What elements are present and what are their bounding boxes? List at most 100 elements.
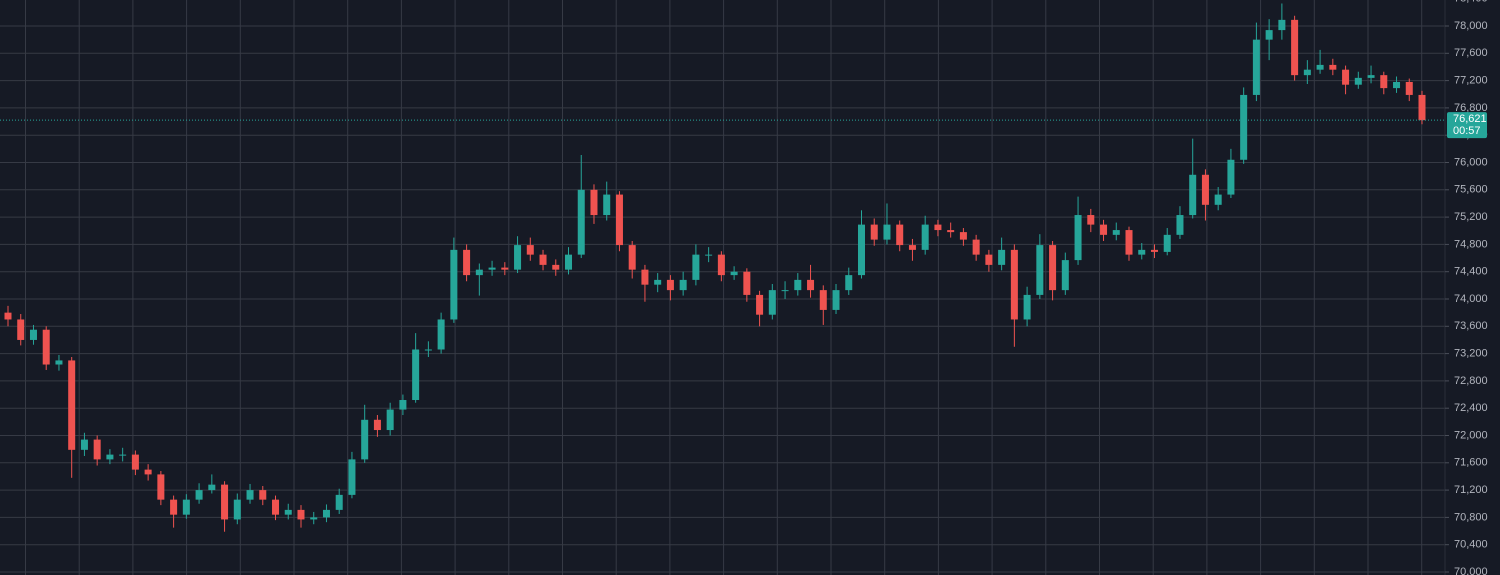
candle-body: [386, 409, 394, 431]
y-tick-label: 72,400: [1454, 402, 1488, 414]
candle-body: [1405, 81, 1413, 95]
candle-body: [1329, 64, 1337, 70]
candle-body: [1049, 245, 1057, 291]
candle-body: [1100, 224, 1108, 235]
candle-body: [259, 490, 267, 500]
candle-body: [170, 499, 178, 515]
candle-body: [29, 329, 37, 340]
candle-body: [781, 290, 789, 292]
candle-body: [1087, 215, 1095, 225]
candle-body: [539, 254, 547, 265]
y-tick-label: 70,400: [1454, 539, 1488, 551]
candle-body: [1303, 69, 1311, 76]
price-axis: [1445, 0, 1500, 575]
candle-body: [4, 312, 12, 320]
candle-body: [1125, 230, 1133, 255]
candle-body: [348, 459, 356, 495]
candle-body: [1163, 234, 1171, 252]
candle-body: [870, 224, 878, 240]
candle-body: [310, 517, 318, 520]
candle-body: [679, 279, 687, 291]
candle-body: [284, 509, 292, 515]
candle-body: [195, 490, 203, 500]
candle-body: [68, 360, 76, 450]
candle-body: [654, 279, 662, 285]
candle-body: [42, 329, 50, 365]
candle-body: [208, 484, 216, 491]
candle-body: [233, 499, 241, 520]
y-tick-label: 74,400: [1454, 266, 1488, 278]
y-tick-label: 74,000: [1454, 293, 1488, 305]
candle-body: [768, 290, 776, 315]
candle-body: [1418, 94, 1426, 121]
candle-body: [1265, 30, 1273, 40]
plot: [0, 3, 1445, 532]
candle-body: [93, 439, 101, 460]
candle-body: [807, 279, 815, 291]
candle-body: [934, 224, 942, 231]
candle-body: [743, 271, 751, 295]
candle-body: [1316, 64, 1324, 70]
candle-body: [565, 254, 573, 270]
candle-body: [221, 484, 229, 520]
y-tick-label: 71,200: [1454, 484, 1488, 496]
y-tick-label: 72,800: [1454, 375, 1488, 387]
y-tick-label: 73,600: [1454, 320, 1488, 332]
candle-body: [373, 419, 381, 431]
candle-body: [883, 224, 891, 240]
candle-body: [1036, 245, 1044, 295]
candle-body: [1074, 215, 1082, 261]
candle-body: [1342, 69, 1350, 85]
last-price-badge: [1447, 112, 1487, 139]
candle-body: [246, 490, 254, 500]
candle-body: [1278, 19, 1286, 31]
y-tick-label: 77,600: [1454, 47, 1488, 59]
candle-body: [182, 499, 190, 515]
candle-body: [526, 245, 534, 255]
candle-body: [1367, 75, 1375, 78]
y-tick-label: 70,800: [1454, 511, 1488, 523]
candle-body: [908, 245, 916, 250]
candle-body: [717, 254, 725, 276]
y-tick-label: 74,800: [1454, 238, 1488, 250]
candle-body: [157, 474, 165, 500]
candle-body: [1010, 249, 1018, 320]
candle-body: [857, 224, 865, 276]
candle-body: [1138, 249, 1146, 255]
candle-body: [845, 275, 853, 291]
candle-body: [1252, 39, 1260, 95]
candle-body: [361, 419, 369, 460]
candle-body: [131, 454, 139, 470]
candle-body: [424, 349, 432, 351]
candle-body: [475, 269, 483, 276]
y-tick-label: 75,200: [1454, 211, 1488, 223]
candle-body: [1214, 194, 1222, 205]
candle-body: [55, 360, 63, 365]
candle-body: [412, 349, 420, 401]
y-tick-label: 76,000: [1454, 156, 1488, 168]
candle-body: [450, 249, 458, 320]
candle-body: [959, 232, 967, 240]
candle-body: [730, 271, 738, 276]
candle-body: [692, 254, 700, 280]
candle-body: [1150, 249, 1158, 252]
candle-body: [297, 509, 305, 520]
candle-body: [603, 194, 611, 216]
candle-body: [705, 254, 713, 256]
candle-body: [1354, 77, 1362, 85]
candle-body: [756, 294, 764, 315]
candle-body: [17, 319, 25, 340]
y-tick-label: 78,400: [1454, 0, 1488, 5]
candle-body: [144, 469, 152, 475]
candle-body: [1201, 174, 1209, 205]
candle-body: [921, 224, 929, 250]
candle-body: [641, 269, 649, 285]
candle-body: [998, 249, 1006, 265]
candle-body: [399, 400, 407, 410]
candle-body: [488, 267, 496, 270]
candle-body: [514, 245, 522, 270]
candle-body: [501, 267, 509, 270]
candle-body: [794, 279, 802, 291]
